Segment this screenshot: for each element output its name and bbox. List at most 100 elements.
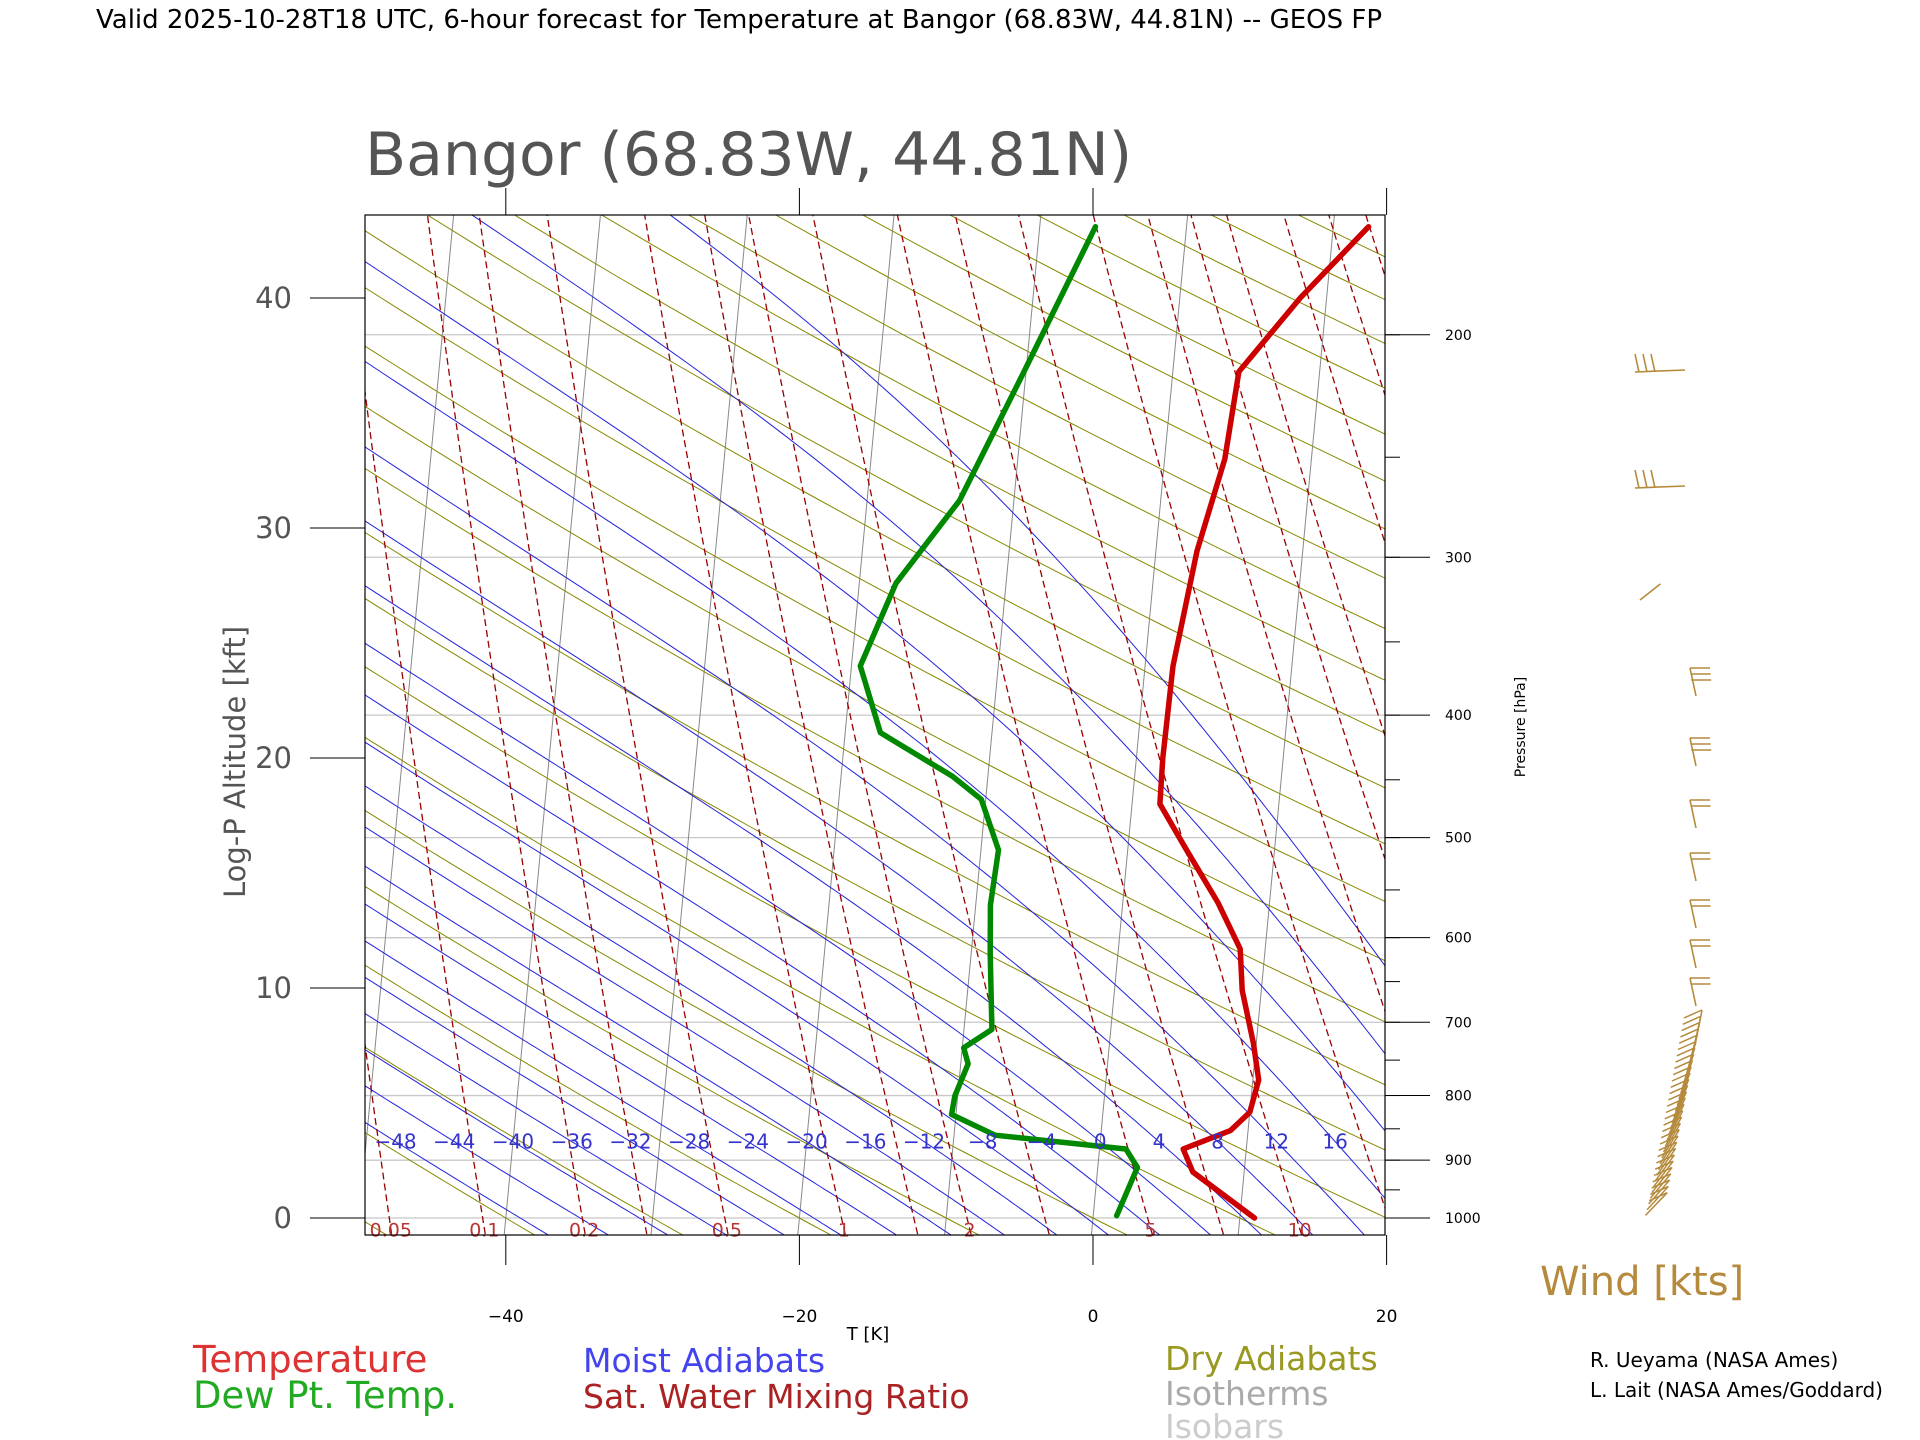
p-tick-label: 400 bbox=[1445, 708, 1472, 724]
wind-barb bbox=[1634, 353, 1686, 373]
moist-adiabat bbox=[365, 585, 1263, 1235]
mixing-ratio-line bbox=[478, 215, 648, 1235]
dry-adiabat bbox=[948, 215, 1385, 435]
dry-adiabat bbox=[365, 885, 981, 1235]
dry-adiabat bbox=[365, 1131, 536, 1235]
wind-barb bbox=[1669, 1084, 1689, 1118]
moist-adiabat bbox=[365, 940, 842, 1235]
wind-barb bbox=[1671, 1072, 1691, 1106]
sounding-profiles bbox=[857, 223, 1372, 1221]
moist-adiabat-label: 16 bbox=[1322, 1130, 1347, 1154]
credit-line-2: L. Lait (NASA Ames/Goddard) bbox=[1590, 1378, 1883, 1402]
moist-adiabat-label: −24 bbox=[727, 1130, 769, 1154]
dry-adiabat bbox=[687, 215, 1385, 579]
profile-line bbox=[1157, 223, 1372, 1221]
moist-adiabat-label: −48 bbox=[374, 1130, 416, 1154]
wind-barbs bbox=[1634, 353, 1712, 1216]
wind-barb bbox=[1649, 1173, 1672, 1199]
isotherm-line bbox=[1679, 215, 1775, 1235]
moist-adiabat bbox=[365, 260, 1385, 1132]
legend-dewpoint: Dew Pt. Temp. bbox=[193, 1374, 457, 1417]
mixing-ratio-label: 0.2 bbox=[569, 1219, 599, 1241]
dry-adiabat bbox=[365, 666, 1385, 1218]
wind-barb bbox=[1651, 1166, 1673, 1194]
mixing-ratio-line bbox=[812, 215, 1050, 1235]
legend-temperature: Temperature bbox=[192, 1338, 427, 1381]
mixing-ratio-line bbox=[1225, 215, 1385, 738]
moist-adiabat-label: −20 bbox=[786, 1130, 828, 1154]
mixing-ratio-label: 0.1 bbox=[469, 1219, 499, 1241]
dry-adiabat bbox=[365, 405, 1385, 962]
wind-label: Wind [kts] bbox=[1540, 1259, 1744, 1305]
wind-barb bbox=[1689, 852, 1711, 882]
wind-barb bbox=[1652, 1160, 1674, 1188]
credit-line-1: R. Ueyama (NASA Ames) bbox=[1590, 1348, 1838, 1372]
mixing-ratio-label: 0.05 bbox=[370, 1219, 412, 1241]
dry-adiabat bbox=[365, 531, 1385, 1086]
x-axis-label: T [K] bbox=[846, 1324, 890, 1345]
p-tick-label: 200 bbox=[1445, 328, 1472, 344]
dry-adiabat bbox=[365, 1221, 388, 1235]
y-axis-label: Log-P Altitude [kft] bbox=[218, 626, 252, 898]
wind-barb bbox=[1657, 1141, 1678, 1170]
moist-adiabat-label: −4 bbox=[1027, 1130, 1056, 1154]
p-tick-label: 600 bbox=[1445, 931, 1472, 947]
dry-adiabat bbox=[365, 230, 1385, 789]
legend: Temperature Dew Pt. Temp. Moist Adiabats… bbox=[192, 1338, 1378, 1440]
isotherm-line bbox=[1532, 215, 1628, 1235]
dry-adiabat bbox=[365, 597, 1385, 1151]
dry-adiabat bbox=[0, 177, 254, 1245]
wind-barb bbox=[1639, 583, 1661, 601]
p-tick-label: 500 bbox=[1445, 831, 1472, 847]
p-tick-label: 900 bbox=[1445, 1153, 1472, 1169]
mixing-ratio-line bbox=[1365, 215, 1385, 279]
moist-adiabat bbox=[365, 903, 898, 1235]
x-tick-label: 0 bbox=[1088, 1307, 1099, 1327]
p-tick-label: 700 bbox=[1445, 1015, 1472, 1031]
wind-barb bbox=[1689, 799, 1711, 829]
wind-barb bbox=[1634, 469, 1686, 489]
moist-adiabat-label: 0 bbox=[1094, 1130, 1107, 1154]
wind-barb bbox=[1646, 1185, 1669, 1211]
station-title: Bangor (68.83W, 44.81N) bbox=[365, 120, 1132, 190]
mixing-ratio-line bbox=[426, 215, 586, 1235]
moist-adiabat-label: −8 bbox=[968, 1130, 997, 1154]
moist-adiabat bbox=[365, 446, 1366, 1235]
moist-adiabat bbox=[669, 215, 1385, 967]
mixing-ratio-label: 1 bbox=[838, 1219, 850, 1241]
isotherm-line bbox=[503, 215, 601, 1235]
legend-isotherms: Isotherms bbox=[1165, 1374, 1329, 1413]
moist-adiabat bbox=[365, 976, 786, 1235]
mixing-ratio-label: 2 bbox=[964, 1219, 976, 1241]
mixing-ratio-line bbox=[1328, 215, 1385, 398]
wind-barb bbox=[1689, 939, 1711, 969]
mixing-ratio-label: 10 bbox=[1288, 1219, 1312, 1241]
isotherm-line bbox=[1384, 1229, 1385, 1235]
dry-adiabat bbox=[513, 215, 1385, 681]
dry-adiabat bbox=[426, 215, 1385, 734]
p-tick-label: 800 bbox=[1445, 1089, 1472, 1105]
dry-adiabat bbox=[1036, 215, 1385, 389]
y-tick-label: 0 bbox=[274, 1201, 292, 1235]
plot-frame bbox=[364, 214, 1386, 1236]
moist-adiabats bbox=[365, 215, 1385, 1235]
wind-barb bbox=[1689, 899, 1711, 929]
moist-adiabat bbox=[365, 741, 1110, 1235]
moist-adiabat bbox=[365, 1085, 610, 1235]
wind-barb bbox=[1689, 667, 1712, 697]
moist-adiabat-label: 12 bbox=[1264, 1130, 1289, 1154]
mixing-ratio-line bbox=[365, 1039, 393, 1235]
moist-adiabat bbox=[365, 1048, 669, 1235]
chart-title: Valid 2025-10-28T18 UTC, 6-hour forecast… bbox=[96, 5, 1382, 35]
isotherm-line bbox=[797, 215, 895, 1235]
mixing-ratio-line bbox=[896, 215, 1154, 1235]
dry-adiabat bbox=[365, 287, 1385, 845]
axes: 0102030402003004005006007008009001000−40… bbox=[255, 188, 1481, 1327]
dry-adiabat bbox=[365, 964, 832, 1235]
mixing-ratio-line bbox=[365, 386, 487, 1235]
dry-adiabats bbox=[0, 177, 1385, 1245]
dry-adiabat bbox=[1297, 215, 1385, 258]
legend-dry-adiabats: Dry Adiabats bbox=[1165, 1339, 1378, 1378]
moist-adiabat bbox=[365, 360, 1385, 1199]
moist-adiabat-label: −44 bbox=[433, 1130, 475, 1154]
